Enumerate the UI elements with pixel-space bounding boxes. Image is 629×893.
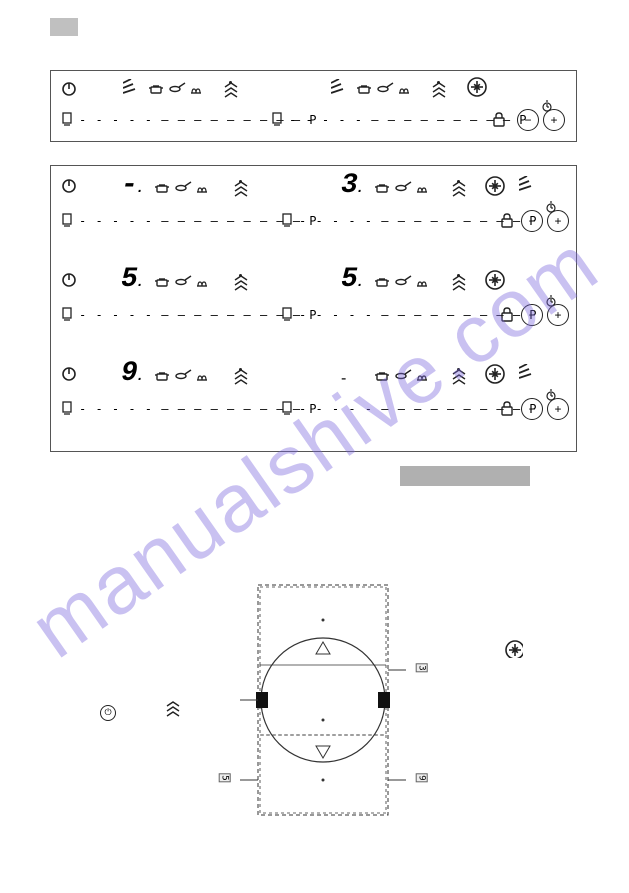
pan-icon bbox=[393, 178, 413, 194]
plus-button[interactable]: + bbox=[547, 304, 569, 326]
digit-display: -. bbox=[121, 170, 142, 201]
zone-label: 9 bbox=[415, 773, 427, 782]
power-icon bbox=[61, 366, 77, 382]
fan-icon[interactable] bbox=[467, 77, 487, 97]
pot-icon bbox=[375, 368, 389, 382]
digit-display: 5. bbox=[341, 264, 362, 295]
digit-display: 3. bbox=[341, 170, 362, 201]
pot-icon bbox=[357, 81, 371, 95]
pot-icon bbox=[149, 81, 163, 95]
display-icon bbox=[281, 212, 293, 228]
display-icon bbox=[61, 306, 73, 322]
display-icon bbox=[61, 212, 73, 228]
pan-icon bbox=[167, 79, 187, 95]
power-icon bbox=[61, 81, 77, 97]
fan-icon[interactable] bbox=[485, 176, 505, 196]
chevrons-up-icon bbox=[431, 81, 447, 99]
pan-icon bbox=[173, 272, 193, 288]
fan-icon[interactable] bbox=[485, 364, 505, 384]
pan-icon bbox=[173, 178, 193, 194]
pan-icon bbox=[393, 366, 413, 382]
pot-icon bbox=[155, 274, 169, 288]
lock-icon[interactable] bbox=[499, 400, 515, 416]
minus-button[interactable]: − bbox=[517, 109, 539, 131]
control-panel-simple: - - - - - — — — — — — — — — P - - - - - … bbox=[50, 70, 577, 142]
chevrons-up-icon bbox=[451, 274, 467, 292]
steam-icon bbox=[189, 81, 203, 95]
power-icon bbox=[61, 178, 77, 194]
pan-icon bbox=[173, 366, 193, 382]
steam-icon bbox=[415, 274, 429, 288]
control-panel-states: -. - - - - - — — — — — — — — — P 3. - - … bbox=[50, 165, 577, 452]
display-icon bbox=[281, 400, 293, 416]
zone-label: 5 bbox=[219, 773, 231, 782]
section-divider bbox=[400, 466, 530, 486]
pot-icon bbox=[375, 180, 389, 194]
pan-icon bbox=[375, 79, 395, 95]
steam-icon bbox=[195, 180, 209, 194]
pot-icon bbox=[155, 180, 169, 194]
steam-icon bbox=[195, 274, 209, 288]
display-icon bbox=[61, 400, 73, 416]
lock-icon[interactable] bbox=[499, 306, 515, 322]
plus-button[interactable]: + bbox=[543, 109, 565, 131]
bars-icon bbox=[519, 176, 533, 192]
chevrons-up-icon bbox=[233, 274, 249, 292]
digit-display: 5. bbox=[121, 264, 142, 295]
page-tab bbox=[50, 18, 78, 36]
display-icon bbox=[271, 111, 283, 127]
steam-icon bbox=[195, 368, 209, 382]
pot-icon bbox=[375, 274, 389, 288]
steam-icon bbox=[397, 81, 411, 95]
steam-icon bbox=[415, 368, 429, 382]
display-icon bbox=[281, 306, 293, 322]
zone-label: 3 bbox=[415, 663, 427, 672]
chevrons-up-icon bbox=[233, 368, 249, 386]
plus-button[interactable]: + bbox=[547, 210, 569, 232]
cooktop-zone-diagram: 3 9 5 bbox=[238, 580, 408, 820]
digit-display: 9. bbox=[121, 358, 142, 389]
minus-button[interactable]: − bbox=[521, 304, 543, 326]
chevrons-up-icon bbox=[451, 368, 467, 386]
bars-icon bbox=[123, 79, 137, 95]
lock-icon[interactable] bbox=[499, 212, 515, 228]
pan-icon bbox=[393, 272, 413, 288]
chevrons-up-icon bbox=[223, 81, 239, 99]
bars-icon bbox=[331, 79, 345, 95]
display-icon bbox=[61, 111, 73, 127]
fan-icon bbox=[505, 640, 523, 658]
minus-button[interactable]: − bbox=[521, 210, 543, 232]
fan-icon[interactable] bbox=[485, 270, 505, 290]
pot-icon bbox=[155, 368, 169, 382]
bars-icon bbox=[519, 364, 533, 380]
steam-icon bbox=[415, 180, 429, 194]
chevrons-up-icon bbox=[233, 180, 249, 198]
chevrons-up-icon bbox=[165, 700, 181, 718]
digit-display: - bbox=[341, 370, 346, 387]
lock-icon[interactable] bbox=[491, 111, 507, 127]
chevrons-up-icon bbox=[451, 180, 467, 198]
ref-icon: ⏻ bbox=[100, 705, 116, 721]
minus-button[interactable]: − bbox=[521, 398, 543, 420]
power-icon bbox=[61, 272, 77, 288]
plus-button[interactable]: + bbox=[547, 398, 569, 420]
